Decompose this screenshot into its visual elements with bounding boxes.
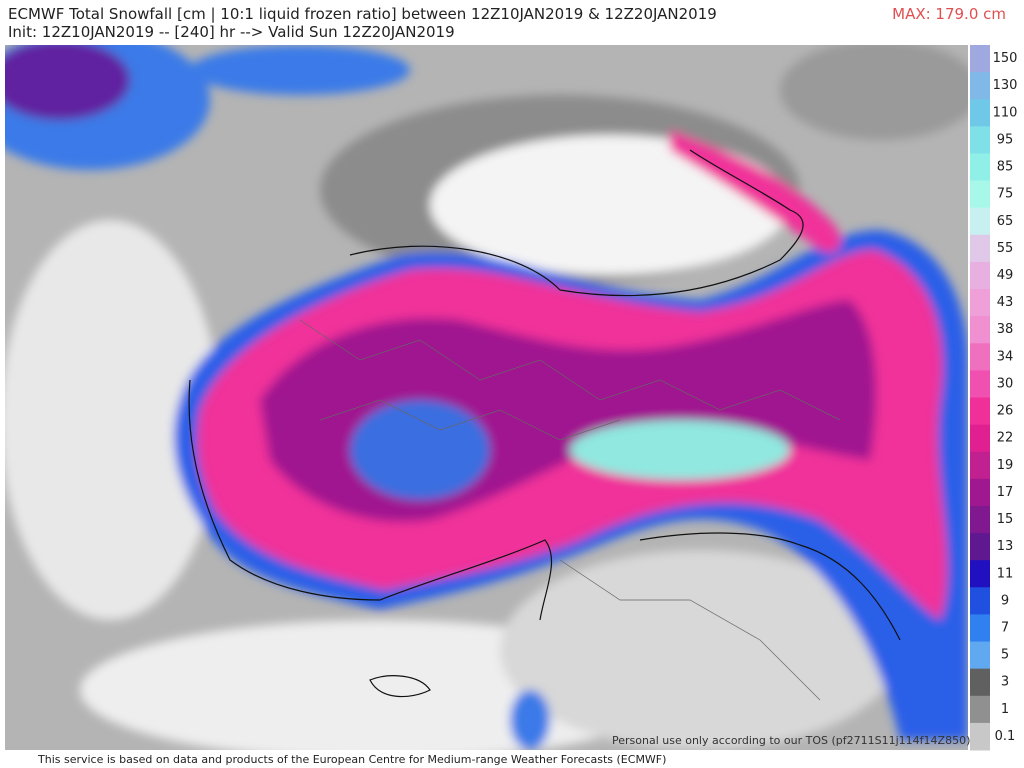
footer: This service is based on data and produc…: [37, 753, 666, 766]
colorbar-label: 43: [997, 295, 1014, 310]
colorbar-swatch: [970, 45, 990, 73]
colorbar-swatch: [970, 587, 990, 615]
colorbar-swatch: [970, 397, 990, 426]
colorbar-swatch: [970, 614, 990, 643]
colorbar-swatch: [970, 72, 990, 100]
colorbar-label: 1: [1001, 702, 1009, 717]
colorbar-label: 19: [997, 458, 1014, 473]
colorbar-label: 95: [997, 132, 1014, 147]
colorbar-swatch: [970, 533, 990, 561]
colorbar-label: 65: [997, 214, 1014, 229]
colorbar-label: 55: [997, 241, 1014, 256]
colorbar-label: 17: [997, 485, 1014, 500]
colorbar-swatch: [970, 289, 990, 317]
colorbar-label: 15: [997, 512, 1014, 527]
colorbar-label: 30: [997, 376, 1014, 391]
colorbar-label: 150: [993, 51, 1018, 66]
colorbar-swatch: [970, 478, 990, 507]
colorbar-label: 85: [997, 160, 1014, 175]
colorbar-label: 34: [997, 349, 1014, 364]
colorbar-swatch: [970, 641, 990, 670]
colorbar: 1501301109585756555494338343026221917151…: [970, 45, 1017, 751]
colorbar-swatch: [970, 99, 990, 127]
colorbar-label: 26: [997, 404, 1014, 419]
colorbar-label: 49: [997, 268, 1014, 283]
colorbar-swatch: [970, 316, 990, 344]
colorbar-label: 130: [993, 78, 1018, 93]
colorbar-label: 11: [997, 566, 1014, 581]
colorbar-swatch: [970, 180, 990, 209]
colorbar-label: 3: [1001, 675, 1009, 690]
colorbar-label: 7: [1001, 620, 1009, 635]
colorbar-label: 5: [1001, 648, 1009, 663]
colorbar-swatch: [970, 153, 990, 182]
colorbar-swatch: [970, 695, 990, 724]
colorbar-swatch: [970, 234, 990, 263]
colorbar-label: 110: [993, 105, 1018, 120]
colorbar-swatch: [970, 424, 990, 453]
colorbar-label: 38: [997, 322, 1014, 337]
colorbar-swatch: [970, 126, 990, 154]
colorbar-label: 75: [997, 187, 1014, 202]
watermark: Personal use only according to our TOS (…: [612, 734, 970, 747]
map: [5, 45, 968, 750]
colorbar-swatch: [970, 722, 990, 751]
colorbar-label: 13: [997, 539, 1014, 554]
colorbar-label: 9: [1001, 593, 1009, 608]
colorbar-swatch: [970, 560, 990, 588]
max-label: MAX: 179.0 cm: [892, 5, 1006, 23]
title-line: ECMWF Total Snowfall [cm | 10:1 liquid f…: [8, 5, 717, 23]
subtitle-line: Init: 12Z10JAN2019 -- [240] hr --> Valid…: [8, 23, 455, 41]
colorbar-swatch: [970, 668, 990, 697]
colorbar-swatch: [970, 451, 990, 480]
colorbar-label: 0.1: [995, 729, 1016, 744]
colorbar-swatch: [970, 207, 990, 236]
colorbar-swatch: [970, 370, 990, 398]
colorbar-swatch: [970, 505, 990, 534]
colorbar-swatch: [970, 343, 990, 371]
colorbar-swatch: [970, 261, 990, 290]
colorbar-label: 22: [997, 431, 1014, 446]
